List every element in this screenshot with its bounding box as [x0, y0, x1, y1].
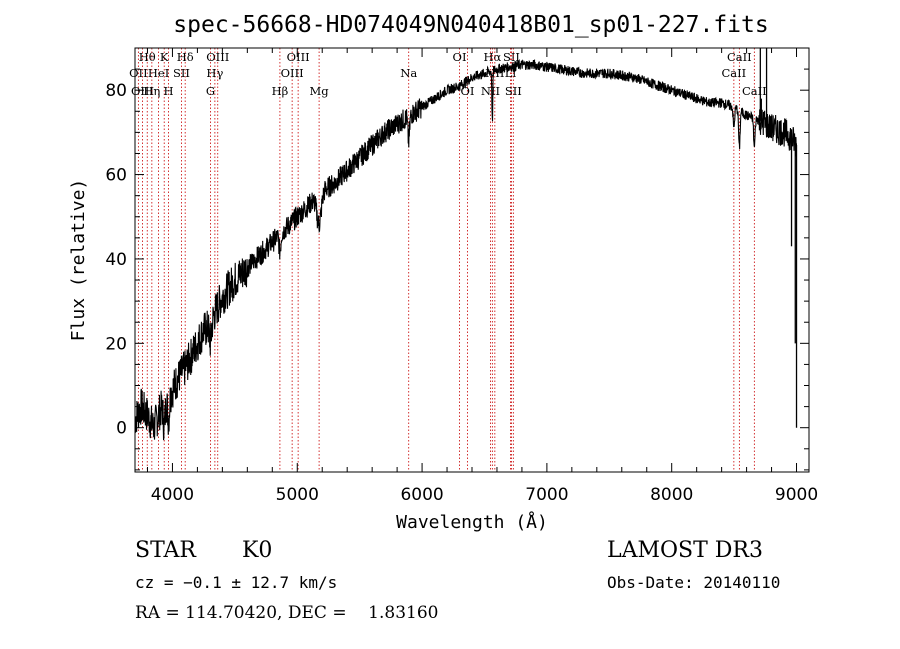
y-tick-label: 60: [105, 166, 127, 186]
spectral-line-markers: Hθ OII OIII K HeI Hη Hδ SII H OIII Hγ G OIII OIII Hβ Mg…: [129, 48, 767, 472]
x-tick-label: 5000: [276, 485, 319, 505]
spectral-line-label: Mg: [310, 84, 330, 98]
spectral-line-label: CaII: [727, 50, 752, 64]
spectral-line-label: K: [160, 50, 169, 64]
x-tick-label: 6000: [400, 485, 443, 505]
y-axis-label: Flux (relative): [68, 179, 89, 342]
x-axis-ticks: 4000 5000 6000 7000 8000 9000: [146, 48, 818, 505]
spectral-line-label: NII: [481, 84, 500, 98]
chart-title: spec-56668-HD074049N040418B01_sp01-227.f…: [173, 12, 768, 38]
spectrum-spikes: [759, 48, 798, 428]
spectral-line-label: CaII: [721, 66, 746, 80]
spectral-line-label: Li: [505, 66, 517, 80]
y-tick-label: 0: [116, 419, 127, 439]
coordinates-readout: RA = 114.70420, DEC = 1.83160: [135, 603, 439, 623]
spectral-line-label: Hδ: [177, 50, 194, 64]
spectral-line-label: OIII: [287, 50, 310, 64]
spectral-line-label: OIII: [131, 84, 154, 98]
spectral-line-label: Hη: [143, 84, 160, 98]
spectral-line-label: HeI: [148, 66, 169, 80]
spectral-line-label: G: [206, 84, 215, 98]
object-subclass: K0: [242, 538, 273, 563]
spectrum-line: [134, 58, 798, 441]
object-class: STAR: [135, 538, 196, 563]
spectral-line-label: OIII: [206, 50, 229, 64]
spectral-line-label: Na: [400, 66, 417, 80]
spectral-line-label: SII: [505, 84, 522, 98]
spectral-line-label: SII: [173, 66, 190, 80]
plot-frame: [134, 47, 810, 473]
spectral-line-label: SII: [503, 50, 520, 64]
x-tick-label: 4000: [151, 485, 194, 505]
x-tick-label: 7000: [525, 485, 568, 505]
obs-date: Obs-Date: 20140110: [607, 573, 781, 592]
spectral-line-label: H: [164, 84, 174, 98]
spectral-line-label: OIII: [281, 66, 304, 80]
spectral-line-label: Hθ: [139, 50, 156, 64]
spectral-line-label: OII: [129, 66, 148, 80]
survey-name: LAMOST DR3: [607, 538, 763, 563]
x-axis-label: Wavelength (Å): [396, 511, 548, 533]
y-tick-label: 80: [105, 81, 127, 101]
spectral-line-label: OI: [453, 50, 467, 64]
spectral-line-label: CaII: [742, 84, 767, 98]
redshift-readout: cz = −0.1 ± 12.7 km/s: [135, 573, 338, 592]
x-tick-label: 8000: [650, 485, 693, 505]
spectral-line-label: Hβ: [272, 84, 289, 98]
spectral-line-label: Hγ: [206, 66, 223, 80]
y-tick-label: 20: [105, 334, 127, 354]
y-tick-label: 40: [105, 250, 127, 270]
x-tick-label: 9000: [775, 485, 818, 505]
y-axis-ticks: 0 20 40 60 80: [105, 47, 809, 471]
spectral-line-label: Hα: [483, 50, 501, 64]
